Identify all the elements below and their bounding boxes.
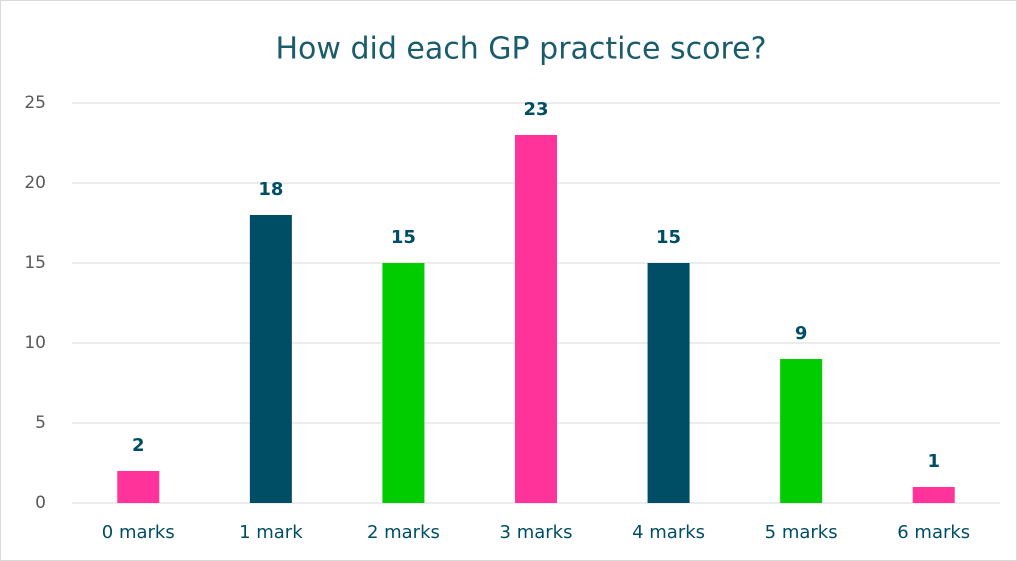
data-label: 15: [656, 227, 681, 248]
bar: [249, 215, 292, 503]
y-tick-label: 0: [35, 493, 46, 513]
data-label: 18: [258, 179, 283, 200]
y-tick-label: 25: [24, 93, 46, 113]
bar: [780, 359, 823, 503]
x-tick-label: 6 marks: [897, 522, 970, 543]
y-tick-label: 20: [24, 173, 46, 193]
chart-title: How did each GP practice score?: [275, 32, 766, 67]
x-tick-label: 1 mark: [239, 522, 303, 543]
y-tick-label: 15: [24, 253, 46, 273]
bar: [382, 263, 425, 503]
x-tick-label: 0 marks: [102, 522, 175, 543]
x-tick-label: 3 marks: [500, 522, 573, 543]
data-label: 1: [927, 451, 940, 472]
x-tick-label: 2 marks: [367, 522, 440, 543]
bar: [117, 471, 160, 503]
x-tick-label: 4 marks: [632, 522, 705, 543]
bar: [912, 487, 955, 503]
bar: [515, 135, 557, 503]
x-tick-label: 5 marks: [765, 522, 838, 543]
y-tick-label: 5: [35, 413, 46, 433]
bar: [647, 263, 690, 503]
data-label: 15: [391, 227, 416, 248]
y-tick-label: 10: [24, 333, 46, 353]
data-label: 23: [523, 99, 548, 120]
data-label: 2: [132, 435, 145, 456]
data-label: 9: [795, 323, 808, 344]
